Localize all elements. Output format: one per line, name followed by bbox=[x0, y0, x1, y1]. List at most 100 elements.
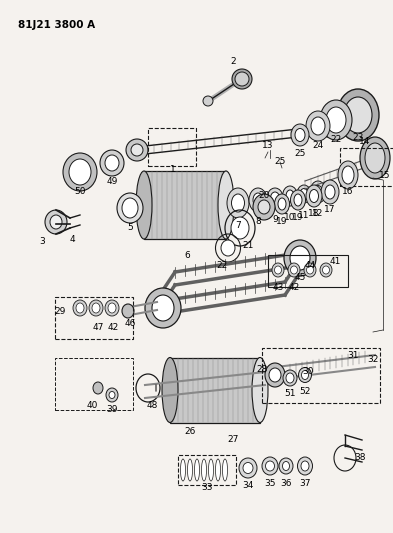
Ellipse shape bbox=[325, 185, 335, 199]
Ellipse shape bbox=[283, 462, 290, 471]
Bar bbox=[144, 171, 226, 239]
Bar bbox=[262, 348, 380, 403]
Ellipse shape bbox=[209, 459, 213, 481]
Ellipse shape bbox=[283, 186, 298, 206]
Ellipse shape bbox=[73, 300, 87, 316]
Text: 8: 8 bbox=[255, 217, 261, 227]
Ellipse shape bbox=[344, 97, 372, 133]
Ellipse shape bbox=[215, 459, 220, 481]
Ellipse shape bbox=[89, 300, 103, 316]
Ellipse shape bbox=[106, 388, 118, 402]
Ellipse shape bbox=[231, 217, 249, 239]
Ellipse shape bbox=[301, 461, 309, 471]
Text: 47: 47 bbox=[92, 324, 104, 333]
Ellipse shape bbox=[122, 198, 138, 218]
Ellipse shape bbox=[342, 166, 354, 184]
Ellipse shape bbox=[290, 266, 298, 274]
Text: 42: 42 bbox=[288, 284, 299, 293]
Text: 45: 45 bbox=[294, 273, 306, 282]
Ellipse shape bbox=[290, 246, 310, 270]
Ellipse shape bbox=[227, 188, 249, 218]
Ellipse shape bbox=[321, 180, 339, 204]
Text: 19: 19 bbox=[276, 217, 288, 227]
Text: 35: 35 bbox=[264, 480, 276, 489]
Text: 9: 9 bbox=[272, 215, 278, 224]
Ellipse shape bbox=[195, 459, 200, 481]
Ellipse shape bbox=[301, 370, 309, 379]
Ellipse shape bbox=[221, 240, 235, 256]
Ellipse shape bbox=[307, 266, 314, 274]
Text: 30: 30 bbox=[302, 367, 314, 376]
Text: 22: 22 bbox=[331, 135, 342, 144]
Bar bbox=[55, 297, 133, 339]
Ellipse shape bbox=[324, 126, 332, 134]
Ellipse shape bbox=[288, 263, 300, 277]
Ellipse shape bbox=[306, 111, 330, 141]
Ellipse shape bbox=[278, 198, 286, 210]
Text: 43: 43 bbox=[272, 284, 284, 293]
Text: 25: 25 bbox=[274, 157, 286, 166]
Ellipse shape bbox=[283, 370, 297, 386]
Ellipse shape bbox=[272, 263, 284, 277]
Ellipse shape bbox=[105, 155, 119, 171]
Ellipse shape bbox=[105, 300, 119, 316]
Ellipse shape bbox=[286, 373, 294, 383]
Ellipse shape bbox=[337, 89, 379, 141]
Text: 27: 27 bbox=[227, 435, 239, 445]
Ellipse shape bbox=[286, 190, 294, 202]
Ellipse shape bbox=[222, 459, 228, 481]
Ellipse shape bbox=[202, 459, 206, 481]
Text: 20: 20 bbox=[258, 191, 270, 200]
Ellipse shape bbox=[360, 137, 390, 179]
Ellipse shape bbox=[122, 304, 134, 318]
Ellipse shape bbox=[232, 69, 252, 89]
Ellipse shape bbox=[365, 143, 385, 173]
Ellipse shape bbox=[126, 139, 148, 161]
Text: 81J21 3800 A: 81J21 3800 A bbox=[18, 20, 95, 30]
Ellipse shape bbox=[311, 117, 325, 135]
Text: 46: 46 bbox=[124, 319, 136, 328]
Ellipse shape bbox=[314, 185, 323, 198]
Text: 11: 11 bbox=[298, 212, 310, 221]
Text: 40: 40 bbox=[86, 400, 98, 409]
Text: 21: 21 bbox=[242, 241, 254, 251]
Ellipse shape bbox=[294, 194, 302, 206]
Ellipse shape bbox=[265, 363, 285, 387]
Ellipse shape bbox=[258, 200, 270, 214]
Text: 2: 2 bbox=[230, 58, 236, 67]
Ellipse shape bbox=[100, 150, 124, 176]
Text: 29: 29 bbox=[54, 308, 66, 317]
Text: 32: 32 bbox=[367, 356, 379, 365]
Ellipse shape bbox=[274, 194, 290, 214]
Ellipse shape bbox=[269, 368, 281, 382]
Ellipse shape bbox=[262, 457, 278, 475]
Ellipse shape bbox=[304, 263, 316, 277]
Ellipse shape bbox=[231, 194, 244, 212]
Ellipse shape bbox=[295, 128, 305, 141]
Ellipse shape bbox=[218, 171, 234, 239]
Ellipse shape bbox=[92, 303, 100, 313]
Ellipse shape bbox=[297, 185, 311, 203]
Ellipse shape bbox=[274, 266, 281, 274]
Ellipse shape bbox=[270, 192, 279, 204]
Ellipse shape bbox=[108, 303, 116, 313]
Ellipse shape bbox=[152, 295, 174, 321]
Ellipse shape bbox=[45, 210, 67, 234]
Ellipse shape bbox=[187, 459, 193, 481]
Ellipse shape bbox=[267, 188, 283, 208]
Bar bbox=[55, 358, 133, 410]
Text: 16: 16 bbox=[342, 188, 354, 197]
Ellipse shape bbox=[252, 358, 268, 423]
Ellipse shape bbox=[298, 457, 312, 475]
Text: 14: 14 bbox=[359, 138, 371, 147]
Ellipse shape bbox=[76, 303, 84, 313]
Ellipse shape bbox=[162, 358, 178, 423]
Ellipse shape bbox=[253, 193, 263, 207]
Ellipse shape bbox=[69, 159, 91, 185]
Text: 10: 10 bbox=[284, 214, 296, 222]
Ellipse shape bbox=[320, 263, 332, 277]
Ellipse shape bbox=[338, 161, 358, 189]
Ellipse shape bbox=[279, 458, 293, 474]
Text: 37: 37 bbox=[299, 480, 311, 489]
Ellipse shape bbox=[117, 193, 143, 223]
